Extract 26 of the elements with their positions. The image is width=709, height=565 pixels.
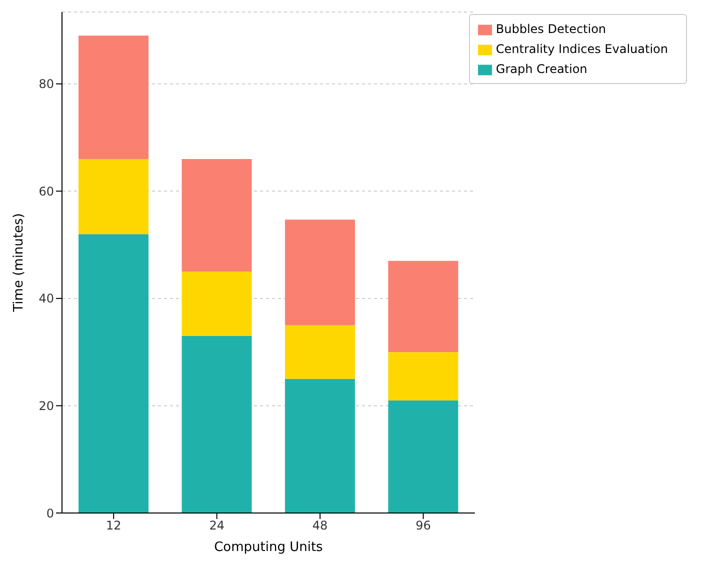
bar xyxy=(284,325,355,379)
bar xyxy=(78,158,149,234)
x-axis-title: Computing Units xyxy=(214,540,324,555)
bar xyxy=(388,260,458,352)
x-tick-label: 96 xyxy=(416,518,431,533)
legend-label: Graph Creation xyxy=(496,62,588,76)
bar xyxy=(182,272,252,336)
y-tick-label: 60 xyxy=(38,184,54,198)
y-tick-label: 20 xyxy=(38,398,54,413)
bar xyxy=(284,378,355,513)
x-tick-label: 24 xyxy=(209,518,224,533)
bar xyxy=(388,400,458,513)
y-tick-label: 80 xyxy=(38,77,54,92)
bar xyxy=(284,220,355,326)
bar xyxy=(388,352,458,400)
legend-label: Centrality Indices Evaluation xyxy=(496,42,668,56)
bar xyxy=(182,158,252,272)
bar xyxy=(78,36,149,159)
y-tick-label: 0 xyxy=(46,506,54,520)
x-tick-label: 48 xyxy=(312,518,328,533)
bar xyxy=(182,336,252,513)
x-tick-label: 12 xyxy=(106,518,122,533)
legend-label: Bubbles Detection xyxy=(496,22,606,36)
y-axis-title: Time (minutes) xyxy=(12,213,27,313)
y-tick-label: 40 xyxy=(38,292,54,306)
bar xyxy=(78,234,149,513)
